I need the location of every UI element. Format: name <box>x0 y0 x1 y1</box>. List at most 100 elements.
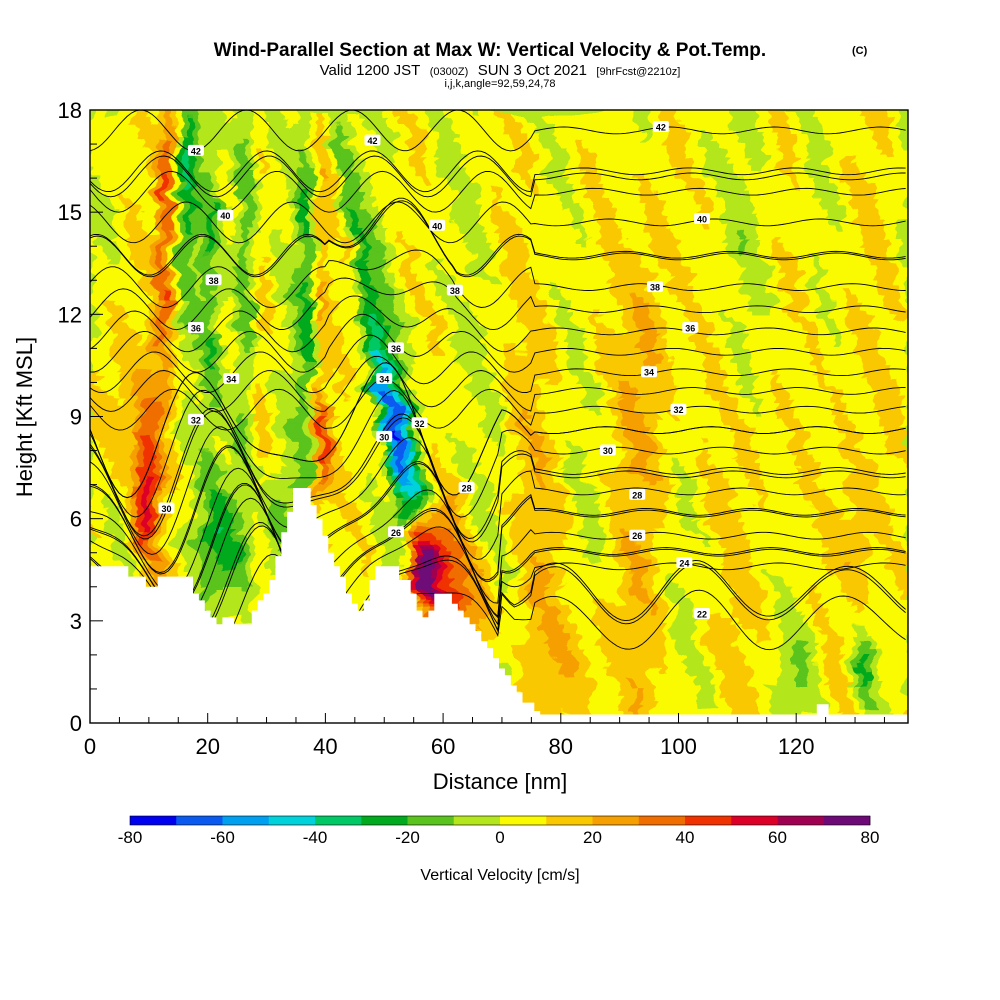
velocity-cell <box>399 470 407 479</box>
velocity-cell <box>212 586 220 595</box>
velocity-cell <box>241 110 249 118</box>
velocity-cell <box>352 382 360 390</box>
velocity-cell <box>358 450 366 458</box>
velocity-cell <box>177 300 185 309</box>
velocity-cell <box>358 184 366 193</box>
velocity-cell <box>206 307 214 315</box>
velocity-cell <box>189 273 196 281</box>
velocity-cell <box>107 232 114 241</box>
velocity-cell <box>282 511 290 520</box>
velocity-cell <box>148 218 155 227</box>
velocity-cell <box>189 532 196 540</box>
velocity-cell <box>370 545 377 554</box>
velocity-cell <box>201 566 208 574</box>
velocity-cell <box>148 198 155 206</box>
velocity-cell <box>352 137 360 145</box>
velocity-cell <box>352 355 360 363</box>
velocity-cell <box>206 368 214 377</box>
velocity-cell <box>154 552 161 561</box>
velocity-cell <box>323 144 331 152</box>
velocity-cell <box>364 144 372 152</box>
velocity-cell <box>259 573 266 581</box>
velocity-cell <box>399 396 407 404</box>
velocity-cell <box>236 280 243 288</box>
velocity-cell <box>405 157 412 166</box>
velocity-cell <box>183 239 190 247</box>
velocity-cell <box>300 239 307 247</box>
velocity-cell <box>142 477 150 486</box>
velocity-cell <box>259 477 266 486</box>
velocity-cell <box>282 491 290 499</box>
velocity-cell <box>300 327 307 336</box>
velocity-cell <box>212 566 220 574</box>
velocity-cell <box>195 212 202 220</box>
velocity-cell <box>294 150 301 159</box>
velocity-cell <box>288 436 296 445</box>
velocity-cell <box>341 457 348 465</box>
velocity-cell <box>399 123 407 132</box>
velocity-cell <box>405 321 412 329</box>
velocity-cell <box>90 430 97 438</box>
velocity-cell <box>195 225 202 234</box>
velocity-cell <box>306 137 313 145</box>
velocity-cell <box>90 491 97 499</box>
velocity-cell <box>230 518 237 527</box>
velocity-cell <box>201 273 208 281</box>
velocity-cell <box>382 191 389 200</box>
velocity-cell <box>101 484 109 493</box>
velocity-cell <box>195 157 202 166</box>
velocity-cell <box>352 505 360 513</box>
velocity-cell <box>265 171 272 179</box>
velocity-cell <box>317 116 325 125</box>
velocity-cell <box>341 198 348 206</box>
velocity-cell <box>125 116 132 125</box>
velocity-cell <box>148 505 155 513</box>
velocity-cell <box>282 450 290 458</box>
velocity-cell <box>236 246 243 254</box>
velocity-cell <box>160 382 167 390</box>
velocity-cell <box>382 253 389 261</box>
velocity-cell <box>195 382 202 390</box>
velocity-cell <box>352 396 360 404</box>
velocity-cell <box>183 259 190 268</box>
velocity-cell <box>90 225 97 234</box>
velocity-cell <box>265 157 272 166</box>
velocity-cell <box>177 205 185 213</box>
velocity-cell <box>189 300 196 309</box>
velocity-cell <box>154 573 161 581</box>
velocity-cell <box>382 559 389 567</box>
velocity-cell <box>347 389 354 397</box>
velocity-cell <box>312 484 319 493</box>
velocity-cell <box>376 532 383 540</box>
velocity-cell <box>300 375 307 384</box>
velocity-cell <box>347 423 354 431</box>
velocity-cell <box>136 218 144 227</box>
velocity-cell <box>95 559 103 567</box>
velocity-cell <box>253 205 261 213</box>
velocity-cell <box>347 511 354 520</box>
velocity-cell <box>247 409 255 418</box>
velocity-cell <box>282 464 290 472</box>
velocity-cell <box>294 375 301 384</box>
velocity-cell <box>218 593 225 601</box>
velocity-cell <box>119 307 126 315</box>
velocity-cell <box>160 280 167 288</box>
velocity-cell <box>405 123 412 132</box>
velocity-cell <box>265 409 272 418</box>
velocity-cell <box>90 150 97 159</box>
velocity-cell <box>236 171 243 179</box>
velocity-cell <box>364 450 372 458</box>
velocity-cell <box>329 171 336 179</box>
velocity-cell <box>183 402 190 411</box>
velocity-cell <box>148 498 155 506</box>
velocity-cell <box>212 552 220 561</box>
velocity-cell <box>358 443 366 452</box>
velocity-cell <box>312 450 319 458</box>
velocity-cell <box>113 402 120 411</box>
velocity-cell <box>247 239 255 247</box>
velocity-cell <box>125 470 132 479</box>
velocity-cell <box>195 402 202 411</box>
velocity-cell <box>107 287 114 295</box>
velocity-cell <box>148 123 155 132</box>
velocity-cell <box>160 559 167 567</box>
